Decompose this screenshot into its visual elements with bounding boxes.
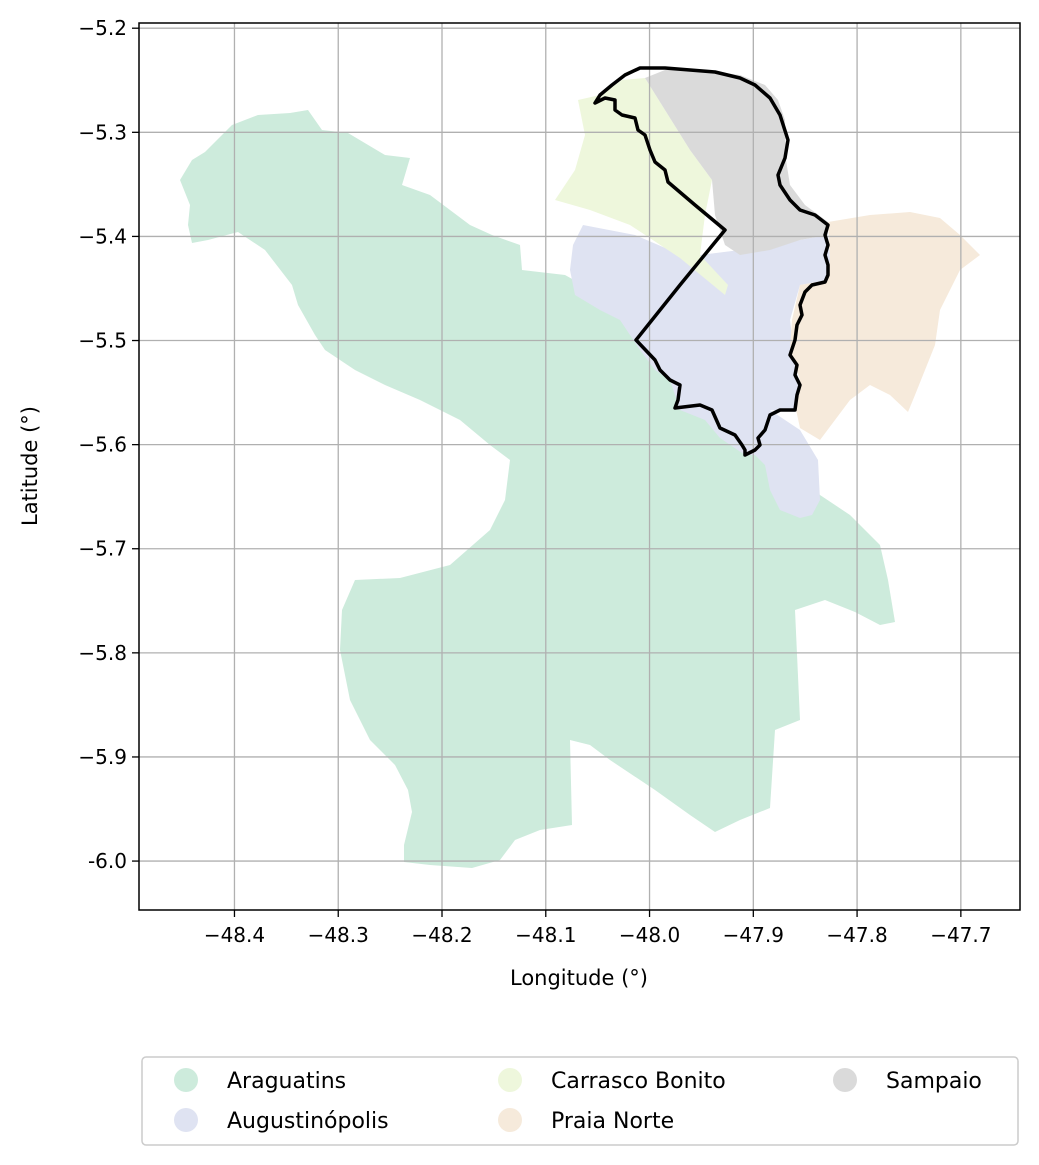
legend-marker <box>833 1068 857 1092</box>
x-tick-label: −47.9 <box>723 923 784 947</box>
x-tick-label: −48.4 <box>204 923 265 947</box>
legend-label: Araguatins <box>227 1069 346 1094</box>
grid-lines <box>139 23 1020 910</box>
legend-marker <box>174 1108 198 1132</box>
y-tick-label: -6.0 <box>88 849 127 873</box>
x-axis-label: Longitude (°) <box>510 966 648 990</box>
x-tick-label: −47.8 <box>826 923 887 947</box>
y-axis-ticks: −5.2 −5.3 −5.4 −5.5 −5.6 −5.7 −5.8 −5.9 -6.0 <box>78 16 139 873</box>
legend-box <box>141 1056 1019 1146</box>
y-tick-label: −5.7 <box>78 537 127 561</box>
legend-label: Carrasco Bonito <box>551 1069 726 1094</box>
y-tick-label: −5.6 <box>78 433 127 457</box>
y-tick-label: −5.8 <box>78 641 127 665</box>
y-tick-label: −5.5 <box>78 329 127 353</box>
x-tick-label: −47.7 <box>930 923 991 947</box>
legend-marker <box>174 1068 198 1092</box>
axes-frame <box>138 22 1021 911</box>
region-sampaio <box>645 70 828 255</box>
x-tick-label: −48.2 <box>411 923 472 947</box>
legend-marker <box>498 1108 522 1132</box>
x-tick-label: −48.0 <box>619 923 680 947</box>
region-araguatins <box>180 110 895 868</box>
x-tick-label: −48.3 <box>308 923 369 947</box>
legend-marker <box>498 1068 522 1092</box>
region-praia-norte <box>790 212 980 440</box>
y-tick-label: −5.9 <box>78 745 127 769</box>
y-tick-label: −5.4 <box>78 224 127 248</box>
legend-label: Praia Norte <box>551 1109 674 1134</box>
x-axis-ticks: −48.4 −48.3 −48.2 −48.1 −48.0 −47.9 −47.8 −47.7 <box>204 910 992 947</box>
x-tick-label: −48.1 <box>515 923 576 947</box>
legend: Araguatins Augustinópolis Carrasco Bonito P… <box>141 1056 1019 1146</box>
legend-items: Araguatins Augustinópolis Carrasco Bonito P… <box>174 1068 982 1134</box>
legend-label: Augustinópolis <box>227 1109 389 1134</box>
y-tick-label: −5.3 <box>78 120 127 144</box>
highlight-outline <box>593 66 830 457</box>
legend-label: Sampaio <box>886 1069 982 1094</box>
y-axis-label: Latitude (°) <box>18 406 42 526</box>
y-tick-label: −5.2 <box>78 16 127 40</box>
